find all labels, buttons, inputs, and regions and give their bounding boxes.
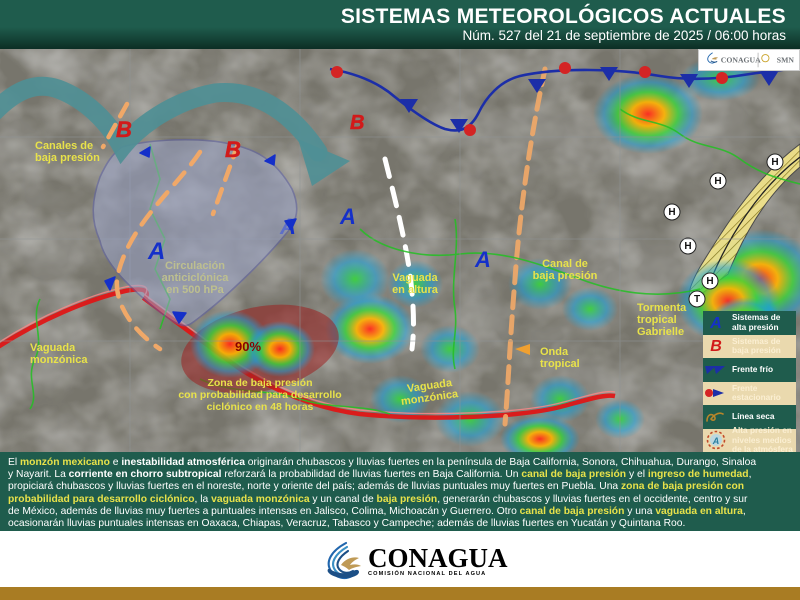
svg-text:Gabrielle: Gabrielle (637, 326, 684, 338)
svg-text:CONAGUA: CONAGUA (721, 55, 761, 64)
svg-text:SMN: SMN (777, 55, 795, 64)
svg-text:tropical: tropical (637, 314, 677, 326)
svg-text:baja presión: baja presión (35, 152, 100, 164)
svg-text:CONAGUA: CONAGUA (368, 543, 508, 573)
svg-text:H: H (714, 176, 721, 187)
svg-text:Vaguada: Vaguada (392, 272, 438, 284)
svg-text:B: B (225, 137, 241, 162)
svg-text:COMISIÓN NACIONAL DEL AGUA: COMISIÓN NACIONAL DEL AGUA (368, 569, 486, 577)
svg-text:A: A (712, 436, 720, 446)
svg-text:H: H (668, 207, 675, 218)
svg-text:A: A (709, 315, 722, 332)
svg-text:B: B (350, 112, 364, 134)
svg-text:T: T (694, 294, 700, 305)
svg-text:baja presión: baja presión (533, 270, 598, 282)
svg-text:Zona de baja presión: Zona de baja presión (207, 377, 312, 389)
svg-text:A: A (474, 247, 491, 272)
svg-text:H: H (706, 276, 713, 287)
svg-text:A: A (147, 238, 165, 265)
svg-text:B: B (710, 338, 722, 355)
svg-text:A: A (339, 204, 356, 229)
svg-text:monzónica: monzónica (30, 354, 88, 366)
svg-text:Canales de: Canales de (35, 140, 93, 152)
svg-text:tropical: tropical (540, 358, 580, 370)
svg-text:Tormenta: Tormenta (637, 302, 687, 314)
svg-text:ciclónico en 48 horas: ciclónico en 48 horas (207, 401, 314, 413)
svg-text:en altura: en altura (392, 284, 439, 296)
svg-text:B: B (116, 117, 132, 142)
svg-text:H: H (771, 157, 778, 168)
svg-text:con probabilidad para desarrol: con probabilidad para desarrollo (178, 389, 341, 401)
svg-text:Vaguada: Vaguada (30, 342, 76, 354)
svg-text:Canal de: Canal de (542, 258, 588, 270)
svg-text:Onda: Onda (540, 346, 569, 358)
svg-text:H: H (684, 241, 691, 252)
